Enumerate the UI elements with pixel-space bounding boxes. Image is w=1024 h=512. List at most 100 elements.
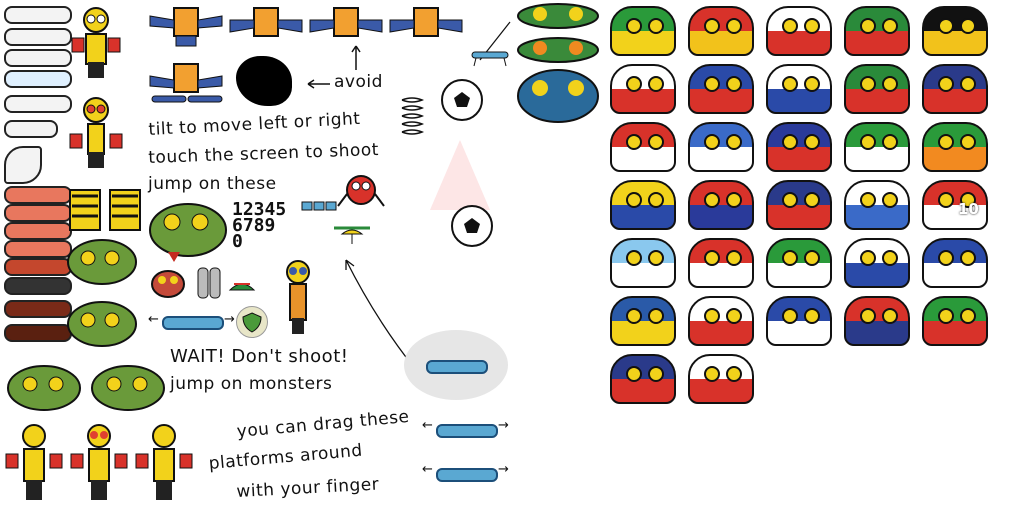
monster-eye-icon: [782, 134, 798, 150]
monster-eye-icon: [726, 366, 742, 382]
flag-monster-france: [688, 64, 754, 114]
red-robot-monster: [337, 175, 385, 207]
monster-eye-icon: [782, 192, 798, 208]
wait-instruction: WAIT! Don't shoot!: [170, 346, 349, 367]
monster-eye-icon: [626, 308, 642, 324]
draggable-platform-example: [162, 316, 224, 330]
flag-monster-portugal: [844, 64, 910, 114]
flag-monster-england: [610, 64, 676, 114]
monster-eye-icon: [704, 76, 720, 92]
draggable-platform[interactable]: [426, 360, 488, 374]
flag-monster-scotland: [766, 296, 832, 346]
arrow-left-icon: ←: [422, 418, 433, 433]
monster-eye-icon: [882, 192, 898, 208]
propeller-hat-icon: [334, 226, 370, 244]
monster-eye-icon: [782, 18, 798, 34]
referee-sprites: [69, 7, 123, 168]
score-badge: 10: [958, 200, 979, 218]
drag-instruction-line2: platforms around: [208, 440, 364, 474]
monster-eye-icon: [960, 134, 976, 150]
referee-sprite-tall: [286, 260, 310, 334]
draggable-platform[interactable]: [436, 424, 498, 438]
winged-monster-sprites: [149, 7, 463, 103]
winged-monster: [389, 7, 463, 37]
flag-monster-uruguay: [844, 180, 910, 230]
monster-eye-icon: [804, 308, 820, 324]
flag-monster-japan: [766, 6, 832, 56]
flag-monster-czech: [688, 296, 754, 346]
drag-instruction-line1: you can drag these: [236, 406, 411, 442]
trampoline-icon: [151, 95, 223, 103]
monster-eye-icon: [860, 308, 876, 324]
flag-monster-sweden: [610, 296, 676, 346]
plank-red: [4, 240, 72, 258]
arrow-right-icon: →: [498, 462, 509, 477]
flag-monster-nigeria: [844, 122, 910, 172]
monster-eye-icon: [960, 308, 976, 324]
monster-eye-icon: [648, 18, 664, 34]
flag-monster-denmark: [922, 180, 988, 230]
shield-icon: [242, 312, 262, 333]
ball-area: [430, 21, 511, 247]
frog-monster: [517, 69, 599, 123]
drag-platform-bubble: [404, 330, 508, 400]
flag-monster-mexico: [844, 6, 910, 56]
monster-eye-icon: [626, 250, 642, 266]
monster-eye-icon: [704, 366, 720, 382]
winged-monster: [149, 63, 223, 93]
monster-eye-icon: [804, 250, 820, 266]
monster-eye-icon: [882, 18, 898, 34]
monster-eye-icon: [648, 308, 664, 324]
monster-eye-icon: [938, 250, 954, 266]
arrow-left-icon: ←: [422, 462, 433, 477]
soccer-ball-icon: [441, 79, 483, 121]
frog-monster-sprites: [517, 3, 599, 123]
monster-eye-icon: [782, 76, 798, 92]
spring-icon: [401, 97, 425, 135]
arrow-right-icon: →: [224, 312, 235, 327]
monster-eye-icon: [938, 76, 954, 92]
referee-sprite: [69, 97, 123, 168]
monster-eye-icon: [726, 134, 742, 150]
plank-exploding: [4, 277, 72, 295]
monster-eye-icon: [938, 134, 954, 150]
monster-eye-icon: [726, 308, 742, 324]
flag-monster-eyeball: [688, 354, 754, 404]
monster-eye-icon: [960, 192, 976, 208]
monster-eye-icon: [626, 366, 642, 382]
flag-monster-iran: [922, 296, 988, 346]
monster-eye-icon: [860, 134, 876, 150]
plank-red-cracked: [4, 258, 72, 276]
plank-breaking: [4, 95, 72, 113]
monster-eye-icon: [626, 18, 642, 34]
score-digits: 12345 6789 0: [232, 201, 286, 251]
monster-eye-icon: [704, 192, 720, 208]
flag-monster-brazil: [610, 6, 676, 56]
monster-eye-icon: [782, 308, 798, 324]
black-hole-icon: [236, 56, 292, 106]
flag-monster-usa: [922, 64, 988, 114]
tilt-instruction: tilt to move left or right: [148, 108, 361, 140]
flag-monster-israel: [766, 64, 832, 114]
flag-monster-spain: [688, 6, 754, 56]
frog-monster: [517, 37, 599, 63]
flag-monster-argentina: [610, 238, 676, 288]
draggable-platform[interactable]: [436, 468, 498, 482]
monster-eye-icon: [626, 134, 642, 150]
propeller-hat-icon: [228, 283, 256, 291]
winged-monster: [229, 7, 303, 37]
plank-red: [4, 186, 72, 204]
flag-monster-new-zealand: [610, 354, 676, 404]
flag-monster-chile: [766, 122, 832, 172]
referee-sprite: [70, 424, 128, 500]
monster-eye-icon: [648, 192, 664, 208]
green-monster: [67, 239, 137, 285]
monster-eye-icon: [804, 18, 820, 34]
avoid-arrows: [307, 45, 361, 89]
plank-broken: [4, 120, 58, 138]
monster-eye-icon: [938, 308, 954, 324]
monster-eye-icon: [704, 134, 720, 150]
monster-eye-icon: [726, 18, 742, 34]
flag-monster-ireland: [922, 122, 988, 172]
monster-eye-icon: [648, 366, 664, 382]
